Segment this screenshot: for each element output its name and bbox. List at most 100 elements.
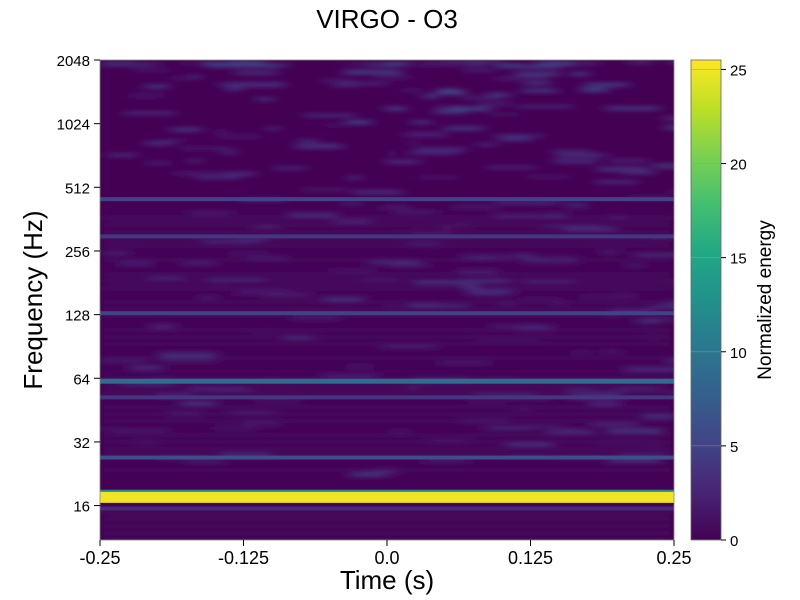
y-tick-label: 2048 xyxy=(57,53,90,70)
texture-stripe xyxy=(100,448,674,450)
texture-stripe xyxy=(100,315,674,317)
texture-blob xyxy=(107,152,137,158)
texture-stripe xyxy=(100,420,674,422)
texture-blob xyxy=(205,62,244,68)
texture-blob xyxy=(585,83,629,87)
texture-blob xyxy=(527,175,570,178)
chart-title: VIRGO - O3 xyxy=(316,4,458,34)
texture-blob xyxy=(100,428,118,431)
texture-blob xyxy=(144,84,169,89)
texture-blob xyxy=(553,301,565,306)
x-axis-label: Time (s) xyxy=(340,565,434,595)
texture-stripe xyxy=(100,252,674,254)
texture-blob xyxy=(423,94,437,99)
texture-stripe xyxy=(100,427,674,429)
y-tick-label: 1024 xyxy=(57,117,90,134)
texture-blob xyxy=(368,260,420,264)
texture-blob xyxy=(408,385,419,391)
texture-blob xyxy=(461,96,501,99)
texture-blob xyxy=(515,71,560,76)
texture-blob xyxy=(609,158,648,163)
texture-blob xyxy=(566,388,593,392)
texture-blob xyxy=(188,460,224,463)
colorbar-label: Normalized energy xyxy=(755,220,776,380)
texture-blob xyxy=(567,203,587,207)
texture-blob xyxy=(652,163,674,169)
texture-stripe xyxy=(100,322,674,324)
texture-blob xyxy=(517,65,560,69)
texture-blob xyxy=(182,261,216,265)
texture-blob xyxy=(234,70,277,76)
x-tick-label: -0.125 xyxy=(218,548,269,568)
texture-blob xyxy=(389,263,427,268)
texture-blob xyxy=(167,77,198,80)
texture-blob xyxy=(292,316,339,320)
texture-stripe xyxy=(100,532,674,534)
texture-blob xyxy=(341,81,387,86)
texture-blob xyxy=(597,166,647,172)
texture-blob xyxy=(120,260,152,266)
texture-blob xyxy=(476,256,488,260)
energy-band xyxy=(100,197,674,202)
texture-blob xyxy=(580,88,608,92)
texture-blob xyxy=(605,106,660,111)
texture-blob xyxy=(505,442,553,447)
x-axis: -0.25 -0.125 0.0 0.125 0.25 xyxy=(79,540,692,568)
texture-blob xyxy=(123,111,175,115)
texture-blob xyxy=(133,68,170,72)
texture-blob xyxy=(321,79,354,83)
colorbar-tick-label: 5 xyxy=(730,439,738,456)
texture-blob xyxy=(150,324,175,329)
texture-blob xyxy=(256,97,274,101)
texture-stripe xyxy=(100,350,674,352)
texture-blob xyxy=(478,101,511,106)
texture-blob xyxy=(145,141,173,146)
texture-stripe xyxy=(100,525,674,527)
texture-stripe xyxy=(100,343,674,345)
x-tick-label: 0.0 xyxy=(374,548,399,568)
texture-blob xyxy=(665,125,674,130)
texture-stripe xyxy=(100,441,674,443)
texture-blob xyxy=(610,308,655,313)
texture-blob xyxy=(642,413,674,419)
texture-blob xyxy=(667,358,674,364)
texture-blob xyxy=(246,257,288,261)
texture-blob xyxy=(341,202,362,205)
texture-blob xyxy=(146,61,162,66)
texture-blob xyxy=(215,130,228,134)
texture-blob xyxy=(345,120,371,125)
texture-stripe xyxy=(100,413,674,415)
texture-blob xyxy=(381,205,411,209)
texture-blob xyxy=(416,61,473,67)
texture-blob xyxy=(427,439,469,443)
texture-stripe xyxy=(100,259,674,261)
texture-blob xyxy=(347,62,387,66)
texture-blob xyxy=(178,62,193,65)
texture-blob xyxy=(332,219,372,224)
energy-band xyxy=(100,395,674,400)
texture-blob xyxy=(407,303,440,308)
texture-blob xyxy=(575,351,588,354)
texture-stripe xyxy=(100,308,674,310)
texture-blob xyxy=(321,374,378,378)
texture-blob xyxy=(188,75,202,79)
texture-blob xyxy=(439,360,488,364)
texture-blob xyxy=(648,318,674,322)
texture-blob xyxy=(583,389,625,394)
texture-stripe xyxy=(100,217,674,219)
plot-background xyxy=(100,60,674,540)
texture-blob xyxy=(436,90,466,95)
texture-blob xyxy=(457,270,498,276)
texture-blob xyxy=(590,422,638,427)
texture-blob xyxy=(416,176,460,179)
texture-blob xyxy=(487,113,522,116)
texture-blob xyxy=(452,107,491,111)
colorbar-gradient xyxy=(690,59,722,541)
texture-blob xyxy=(405,132,446,137)
texture-blob xyxy=(648,446,661,449)
texture-blob xyxy=(289,213,337,217)
y-tick-label: 32 xyxy=(73,435,90,452)
texture-blob xyxy=(556,153,607,158)
texture-blob xyxy=(424,459,469,462)
texture-stripe xyxy=(100,511,674,513)
